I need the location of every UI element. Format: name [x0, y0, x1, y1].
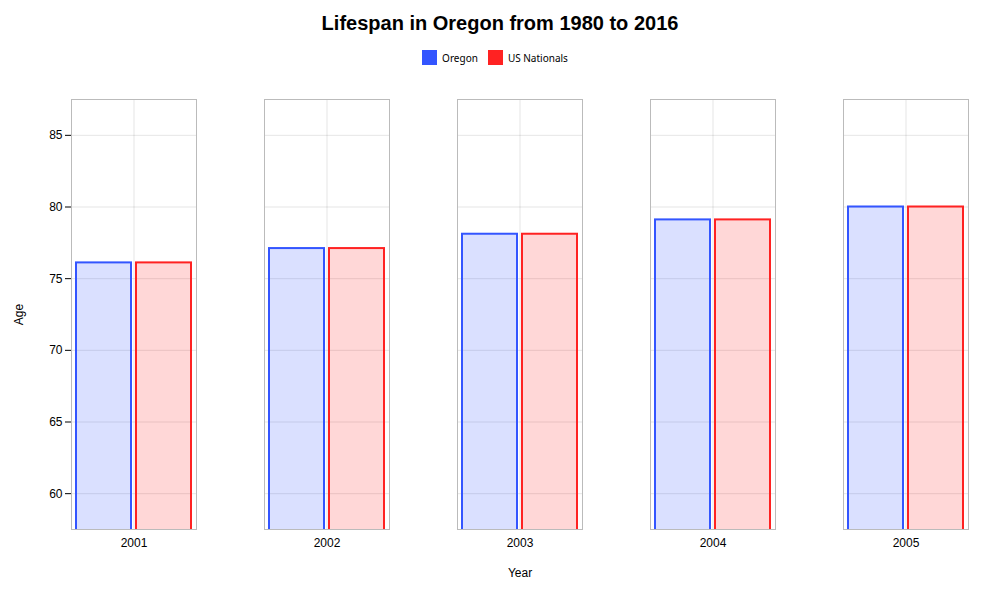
- svg-text:2002: 2002: [314, 536, 341, 550]
- html-text:US Nationals: US Nationals: [507, 50, 568, 65]
- svg-text:2003: 2003: [507, 536, 534, 550]
- html-text:Lifespan in Oregon from 1980 t: Lifespan in Oregon from 1980 to 2016: [321, 12, 679, 34]
- svg-text:Year: Year: [508, 566, 532, 580]
- svg-text:Age: Age: [12, 304, 26, 326]
- svg-text:2005: 2005: [893, 536, 920, 550]
- svg-text:80: 80: [49, 200, 63, 214]
- svg-text:65: 65: [49, 415, 63, 429]
- html-text:Oregon: Oregon: [442, 50, 478, 65]
- svg-text:75: 75: [49, 272, 63, 286]
- svg-text:85: 85: [49, 128, 63, 142]
- svg-text:2001: 2001: [121, 536, 148, 550]
- svg-text:60: 60: [49, 487, 63, 501]
- svg-text:2004: 2004: [700, 536, 727, 550]
- svg-text:70: 70: [49, 343, 63, 357]
